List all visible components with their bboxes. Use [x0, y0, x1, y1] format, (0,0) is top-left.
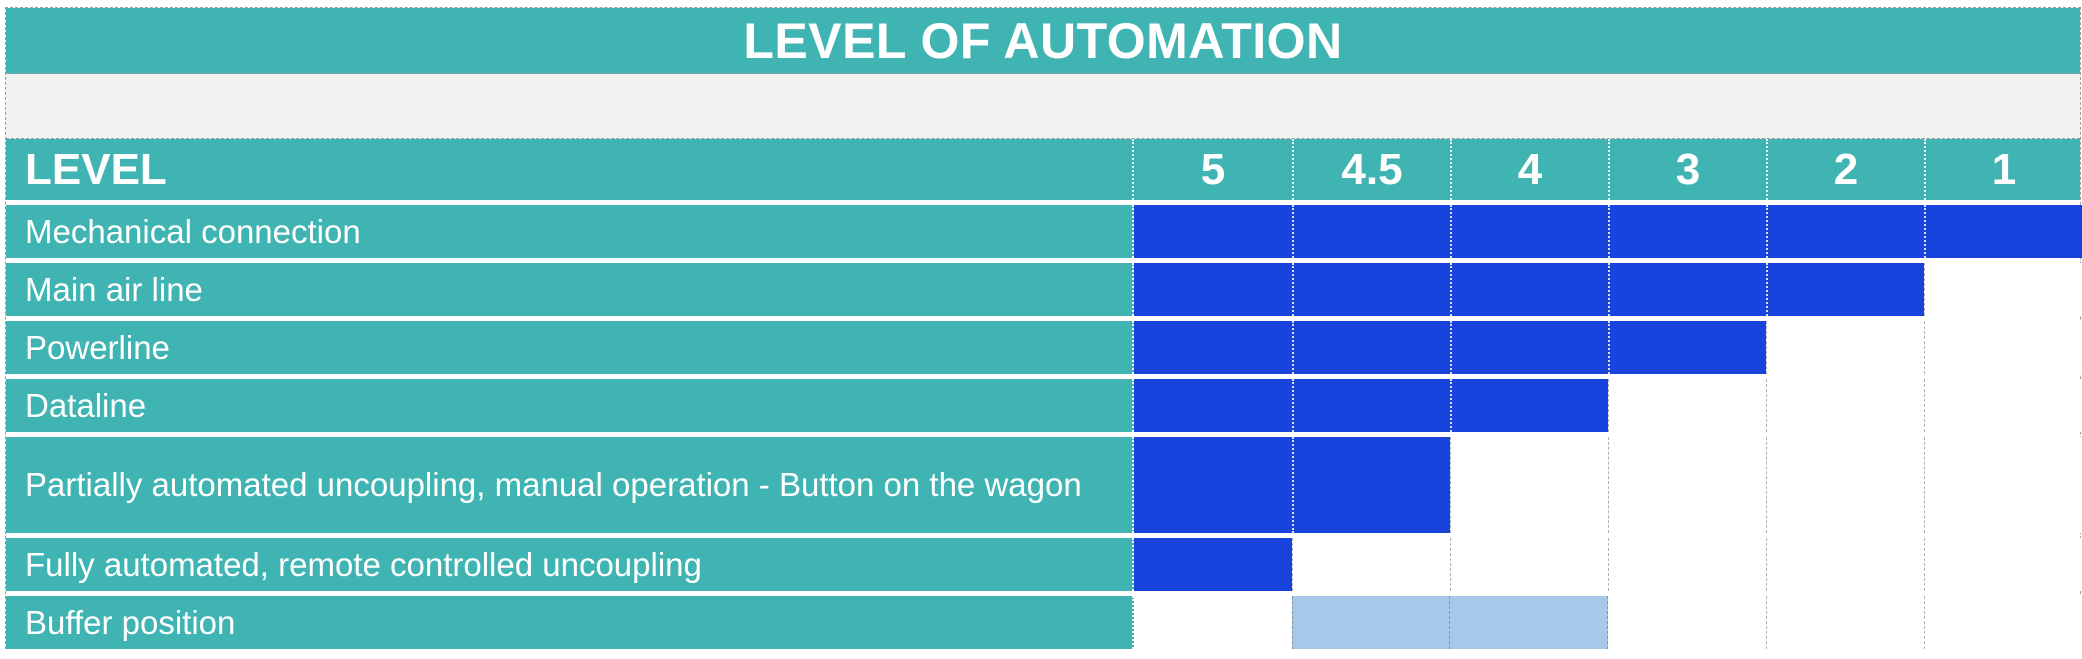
level-cell-blue	[1450, 379, 1608, 432]
level-cell-blue	[1292, 437, 1450, 533]
table-row-partially-automated-uncoupling: Partially automated uncoupling, manual o…	[6, 437, 2082, 533]
header-col-2: 2	[1766, 139, 1924, 200]
level-cell-blue	[1134, 437, 1292, 533]
header-col-1: 1	[1924, 139, 2082, 200]
level-cell-lightblue	[1450, 596, 1608, 649]
table-row-fully-automated-uncoupling: Fully automated, remote controlled uncou…	[6, 538, 2082, 591]
row-cells	[1134, 538, 2082, 591]
level-cell-white	[1450, 538, 1608, 591]
level-cell-white	[1450, 437, 1608, 533]
level-cell-white	[1134, 596, 1292, 649]
level-cell-blue	[1134, 263, 1292, 316]
header-col-4: 4	[1450, 139, 1608, 200]
row-label: Fully automated, remote controlled uncou…	[6, 538, 1134, 591]
table-title-bar: LEVEL OF AUTOMATION	[6, 8, 2080, 74]
header-row: LEVEL 5 4.5 4 3 2 1	[6, 139, 2080, 200]
level-cell-white	[1924, 263, 2082, 316]
level-cell-blue	[1292, 379, 1450, 432]
level-cell-white	[1608, 437, 1766, 533]
level-cell-white	[1766, 596, 1924, 649]
table-row-main-air-line: Main air line	[6, 263, 2082, 316]
row-cells	[1134, 263, 2082, 316]
level-cell-white	[1766, 321, 1924, 374]
level-cell-blue	[1292, 205, 1450, 258]
header-col-4-5: 4.5	[1292, 139, 1450, 200]
level-cell-blue	[1766, 263, 1924, 316]
row-label: Mechanical connection	[6, 205, 1134, 258]
level-cell-white	[1608, 538, 1766, 591]
table-row-dataline: Dataline	[6, 379, 2082, 432]
row-cells	[1134, 437, 2082, 533]
row-label: Partially automated uncoupling, manual o…	[6, 437, 1134, 533]
level-cell-white	[1766, 538, 1924, 591]
automation-level-table: LEVEL OF AUTOMATION LEVEL 5 4.5 4 3 2 1 …	[5, 7, 2082, 649]
level-cell-white	[1924, 437, 2082, 533]
level-cell-blue	[1924, 205, 2082, 258]
level-cell-blue	[1292, 321, 1450, 374]
level-cell-blue	[1608, 263, 1766, 316]
row-cells	[1134, 205, 2082, 258]
level-cell-blue	[1134, 379, 1292, 432]
header-col-3: 3	[1608, 139, 1766, 200]
level-cell-white	[1766, 437, 1924, 533]
level-cell-white	[1292, 538, 1450, 591]
level-cell-blue	[1608, 321, 1766, 374]
level-cell-blue	[1450, 263, 1608, 316]
header-col-5: 5	[1200, 144, 1226, 194]
level-cell-white	[1924, 538, 2082, 591]
level-cell-blue	[1450, 321, 1608, 374]
table-row-buffer-position: Buffer position	[6, 596, 2082, 649]
empty-band	[6, 74, 2080, 139]
row-cells	[1134, 321, 2082, 374]
level-cell-blue	[1134, 321, 1292, 374]
row-label: Main air line	[6, 263, 1134, 316]
level-cell-blue	[1766, 205, 1924, 258]
level-cell-white	[1924, 321, 2082, 374]
row-label: Buffer position	[6, 596, 1134, 649]
level-cell-blue	[1608, 205, 1766, 258]
level-cell-blue	[1134, 538, 1292, 591]
page-title: LEVEL OF AUTOMATION	[743, 12, 1343, 69]
table-row-powerline: Powerline	[6, 321, 2082, 374]
level-cell-white	[1924, 379, 2082, 432]
level-cell-white	[1766, 379, 1924, 432]
row-cells	[1134, 379, 2082, 432]
row-label: Powerline	[6, 321, 1134, 374]
level-cell-white	[1924, 596, 2082, 649]
level-cell-blue	[1292, 263, 1450, 316]
row-label: Dataline	[6, 379, 1134, 432]
level-cell-white	[1608, 596, 1766, 649]
level-cell-lightblue	[1292, 596, 1450, 649]
row-cells	[1134, 596, 2082, 649]
table-row-mechanical-connection: Mechanical connection	[6, 205, 2082, 258]
header-level-label: LEVEL	[6, 139, 1134, 200]
level-cell-white	[1608, 379, 1766, 432]
level-cell-blue	[1134, 205, 1292, 258]
level-cell-blue	[1450, 205, 1608, 258]
